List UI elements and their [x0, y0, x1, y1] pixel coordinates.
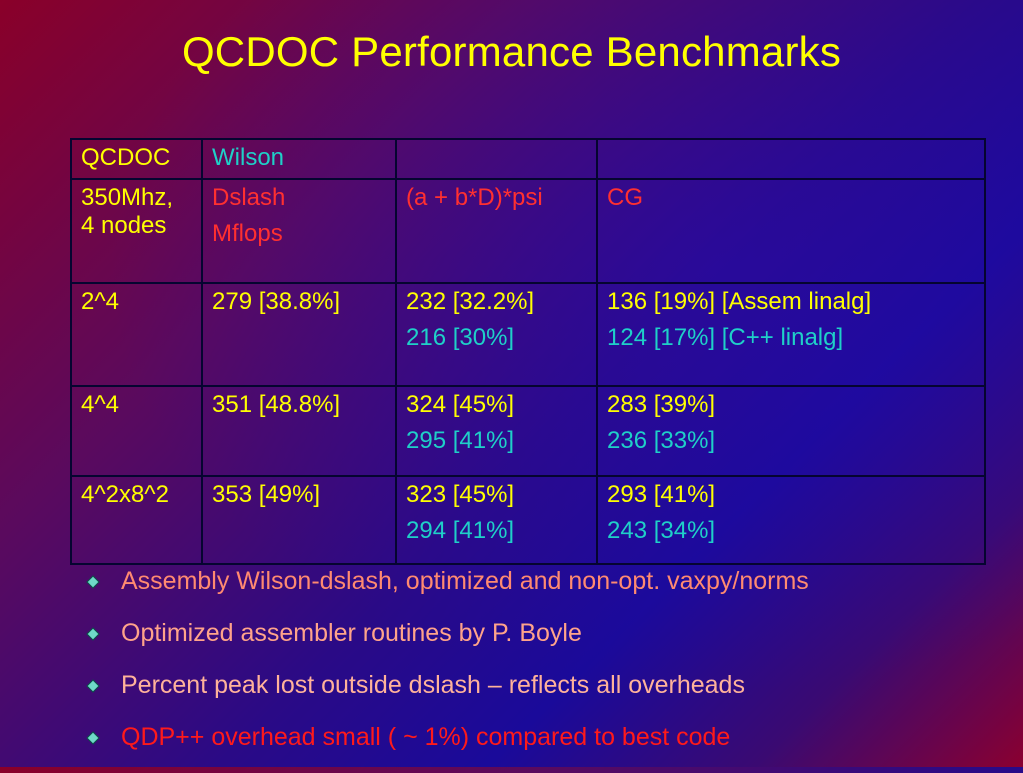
table-subheader-row: 350Mhz, 4 nodes Dslash Mflops (a + b*D)*…	[70, 178, 986, 284]
cell-axpy-value: 323 [45%]	[406, 481, 515, 508]
diamond-bullet-icon	[86, 679, 100, 693]
diamond-bullet-icon	[86, 575, 100, 589]
bullet-text: QDP++ overhead small ( ~ 1%) compared to…	[121, 723, 731, 751]
table-header-row: QCDOC Wilson	[70, 138, 986, 180]
bullet-item: Percent peak lost outside dslash – refle…	[86, 669, 1006, 721]
table-row: 4^2x8^2 353 [49%] 323 [45%] 294 [41%] 29…	[70, 475, 986, 565]
subheader-dslash: Dslash Mflops	[201, 178, 397, 284]
cell-axpy-value: 232 [32.2%]	[406, 288, 535, 315]
cell-cg-value: 136 [19%] [Assem linalg]	[607, 288, 872, 315]
subheader-axpy: (a + b*D)*psi	[395, 178, 598, 284]
subheader-clock-nodes: 350Mhz, 4 nodes	[70, 178, 203, 284]
cell-cg-value: 283 [39%]	[607, 391, 716, 418]
cell-axpy-value: 324 [45%]	[406, 391, 515, 418]
subheader-dslash-label: Dslash	[212, 184, 286, 211]
subheader-nodes: 4 nodes	[81, 212, 167, 239]
slide-title: QCDOC Performance Benchmarks	[181, 28, 842, 75]
cell-cg-value: 293 [41%]	[607, 481, 716, 508]
cell-cg: 283 [39%] 236 [33%]	[596, 385, 986, 477]
header-machine: QCDOC	[70, 138, 203, 180]
bullet-text: Optimized assembler routines by P. Boyle	[121, 619, 582, 647]
header-empty-4	[596, 138, 986, 180]
header-wilson: Wilson	[201, 138, 397, 180]
table-row: 4^4 351 [48.8%] 324 [45%] 295 [41%] 283 …	[70, 385, 986, 477]
cell-axpy-value-alt: 216 [30%]	[406, 324, 515, 351]
benchmark-table: QCDOC Wilson 350Mhz, 4 nodes Dslash Mflo…	[70, 138, 986, 565]
table-row: 2^4 279 [38.8%] 232 [32.2%] 216 [30%] 13…	[70, 282, 986, 387]
bullet-item: Assembly Wilson-dslash, optimized and no…	[86, 565, 1006, 617]
bullet-text: Assembly Wilson-dslash, optimized and no…	[121, 567, 809, 595]
header-empty-3	[395, 138, 598, 180]
diamond-bullet-icon	[86, 731, 100, 745]
cell-lattice: 4^4	[70, 385, 203, 477]
cell-axpy-value-alt: 294 [41%]	[406, 517, 515, 544]
cell-axpy: 324 [45%] 295 [41%]	[395, 385, 598, 477]
bullet-item: QDP++ overhead small ( ~ 1%) compared to…	[86, 721, 1006, 773]
subheader-clock: 350Mhz,	[81, 184, 174, 211]
cell-lattice: 2^4	[70, 282, 203, 387]
bullet-list: Assembly Wilson-dslash, optimized and no…	[86, 565, 1006, 773]
cell-axpy-value-alt: 295 [41%]	[406, 427, 515, 454]
cell-cg-value-alt: 236 [33%]	[607, 427, 716, 454]
cell-axpy: 323 [45%] 294 [41%]	[395, 475, 598, 565]
cell-cg-value-alt: 243 [34%]	[607, 517, 716, 544]
cell-lattice: 4^2x8^2	[70, 475, 203, 565]
cell-dslash: 351 [48.8%]	[201, 385, 397, 477]
cell-cg: 136 [19%] [Assem linalg] 124 [17%] [C++ …	[596, 282, 986, 387]
cell-dslash: 279 [38.8%]	[201, 282, 397, 387]
subheader-cg: CG	[596, 178, 986, 284]
bullet-text: Percent peak lost outside dslash – refle…	[121, 671, 745, 699]
cell-cg-value-alt: 124 [17%] [C++ linalg]	[607, 324, 844, 351]
subheader-mflops-label: Mflops	[212, 220, 283, 247]
diamond-bullet-icon	[86, 627, 100, 641]
cell-axpy: 232 [32.2%] 216 [30%]	[395, 282, 598, 387]
cell-dslash: 353 [49%]	[201, 475, 397, 565]
bullet-item: Optimized assembler routines by P. Boyle	[86, 617, 1006, 669]
cell-cg: 293 [41%] 243 [34%]	[596, 475, 986, 565]
